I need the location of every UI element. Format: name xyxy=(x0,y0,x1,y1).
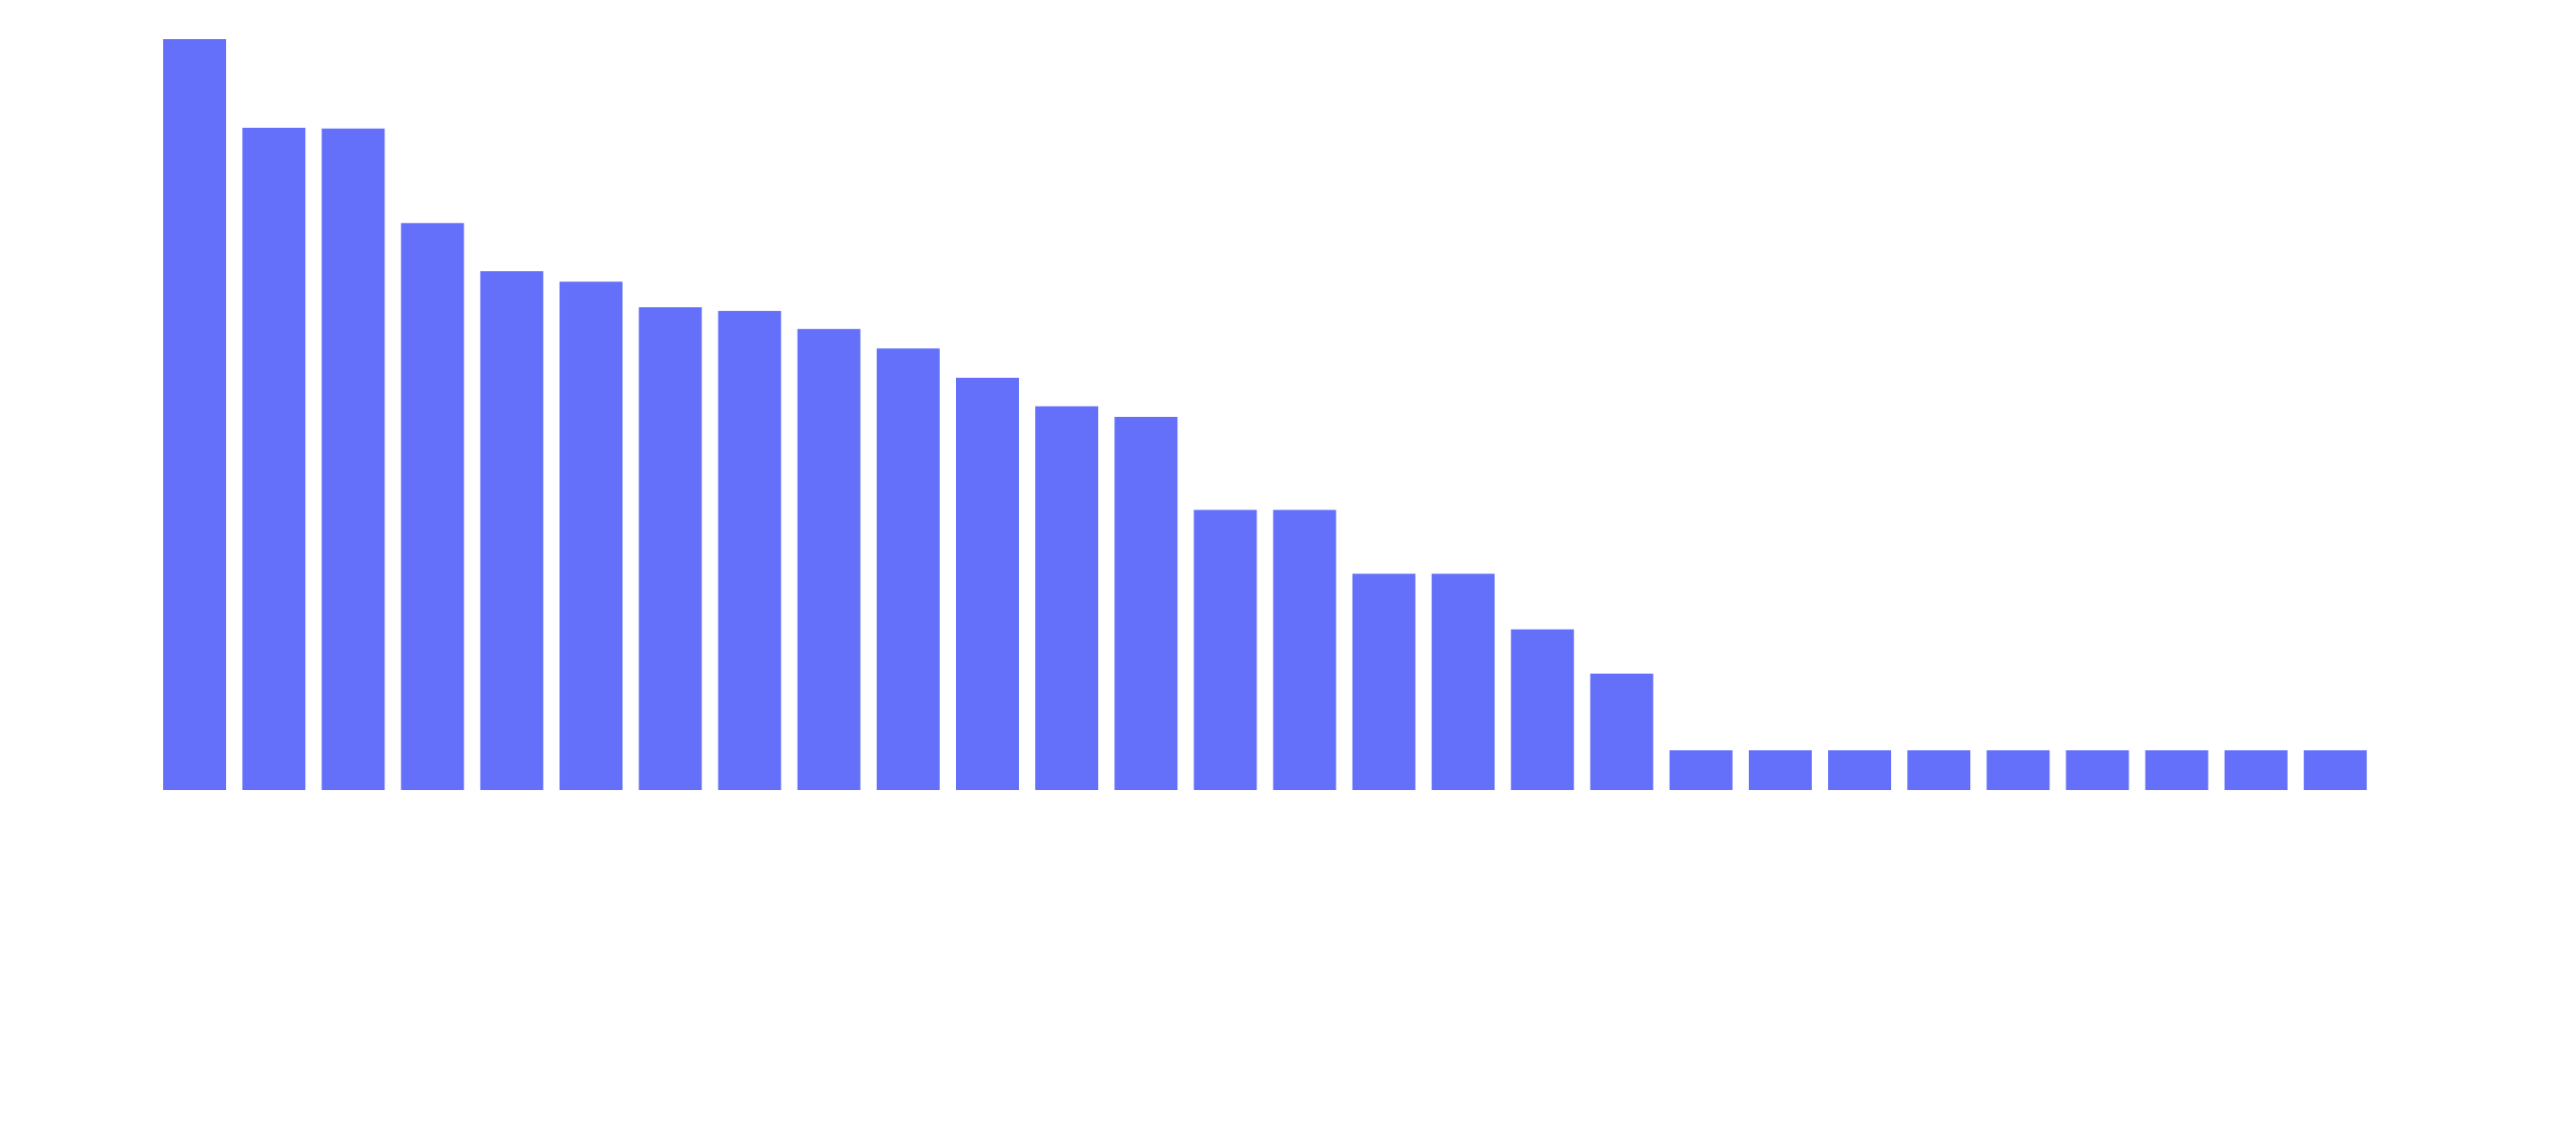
bar-15 xyxy=(1273,510,1337,790)
bar-9 xyxy=(797,328,861,790)
bar-16 xyxy=(1352,573,1416,790)
bar-24 xyxy=(1986,750,2050,790)
bar-8 xyxy=(717,310,781,790)
bar-14 xyxy=(1194,510,1257,790)
bar-28 xyxy=(2303,750,2367,790)
bar-18 xyxy=(1510,629,1574,790)
bar-10 xyxy=(876,348,940,790)
bar-20 xyxy=(1669,750,1733,790)
bar-19 xyxy=(1589,674,1653,790)
bar-26 xyxy=(2145,750,2209,790)
bar-5 xyxy=(480,271,544,790)
bar-3 xyxy=(322,128,385,790)
bar-1 xyxy=(163,39,226,790)
bar-7 xyxy=(638,307,702,790)
bar-series xyxy=(163,39,2367,791)
bar-17 xyxy=(1431,573,1495,790)
bar-13 xyxy=(1114,416,1178,790)
bar-11 xyxy=(956,377,1019,790)
bar-25 xyxy=(2066,750,2129,790)
bar-2 xyxy=(242,127,306,790)
bar-6 xyxy=(559,281,623,790)
bar-12 xyxy=(1035,406,1099,790)
bar-4 xyxy=(401,222,465,791)
bar-27 xyxy=(2224,750,2288,790)
bar-21 xyxy=(1749,750,1812,790)
bar-23 xyxy=(1907,750,1971,790)
bar-22 xyxy=(1828,750,1892,790)
